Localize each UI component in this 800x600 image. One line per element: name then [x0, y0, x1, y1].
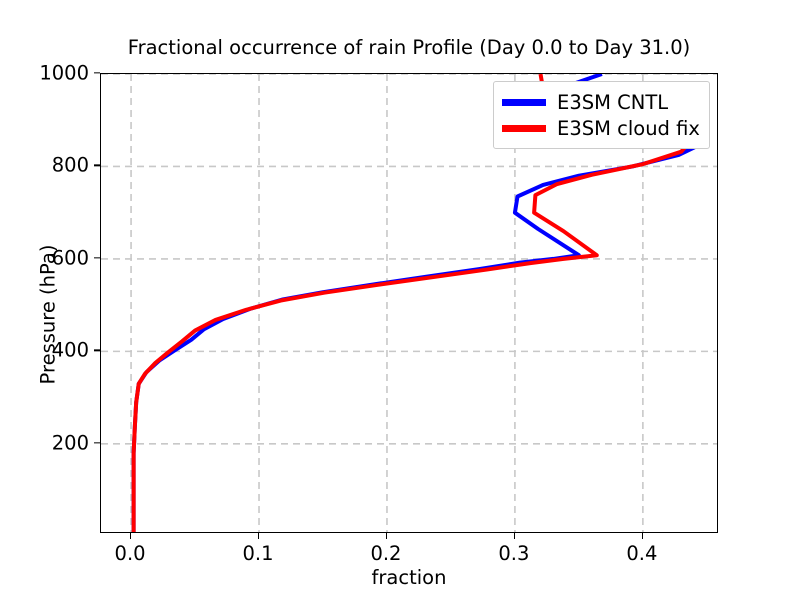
y-tick-mark-400 [94, 349, 100, 352]
legend-color-swatch [502, 98, 546, 106]
legend-label: E3SM cloud fix [557, 116, 700, 140]
x-tick-mark-0.1 [258, 533, 260, 539]
x-tick-mark-0.3 [513, 533, 516, 539]
y-tick-label-1000: 1000 [39, 61, 89, 85]
legend-item-0[interactable]: E3SM CNTL [502, 89, 700, 115]
legend-label: E3SM CNTL [557, 90, 669, 114]
y-tick-label-200: 200 [51, 431, 89, 455]
legend-item-1[interactable]: E3SM cloud fix [502, 115, 700, 141]
x-tick-label-0.1: 0.1 [242, 542, 274, 565]
y-tick-mark-200 [94, 442, 100, 444]
y-tick-label-600: 600 [51, 246, 89, 270]
plot-area [100, 73, 718, 533]
x-tick-mark-0.0 [130, 533, 132, 539]
legend: E3SM CNTL E3SM cloud fix [493, 81, 710, 149]
x-axis-label: fraction [371, 566, 447, 589]
x-tick-mark-0.2 [385, 533, 388, 539]
x-tick-label-0.2: 0.2 [370, 542, 402, 565]
y-tick-mark-600 [94, 257, 100, 259]
y-tick-mark-1000 [94, 72, 100, 74]
x-tick-mark-0.4 [641, 533, 644, 539]
y-tick-label-800: 800 [51, 153, 89, 177]
x-tick-label-0.4: 0.4 [626, 542, 658, 565]
legend-color-swatch [502, 124, 546, 132]
chart-title: Fractional occurrence of rain Profile (D… [127, 36, 691, 59]
x-tick-label-0.0: 0.0 [114, 542, 146, 565]
y-tick-label-400: 400 [51, 338, 89, 362]
x-tick-label-0.3: 0.3 [498, 542, 530, 565]
y-tick-mark-800 [94, 164, 100, 167]
gridlines [101, 74, 717, 532]
y-axis-label: Pressure (hPa) [36, 244, 60, 385]
